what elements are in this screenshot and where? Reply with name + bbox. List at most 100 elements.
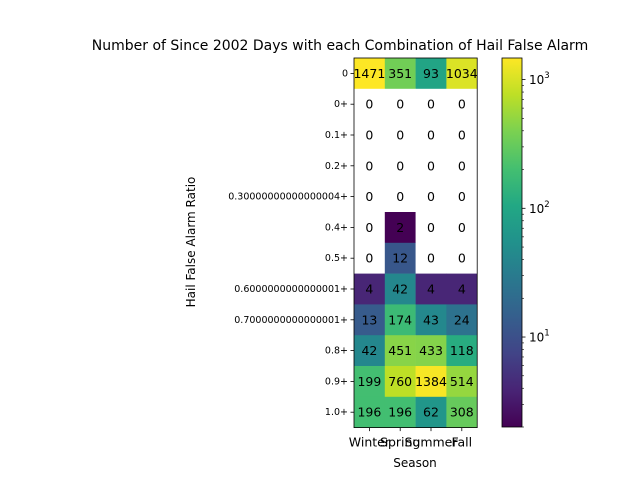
cell-value-label: 0 bbox=[396, 189, 404, 204]
y-axis-ticks: 0 0+ 0.1+ 0.2+ 0.30000000000000004+ 0.4+ 0.5+ 0… bbox=[228, 68, 354, 418]
cell-value-label: 0 bbox=[427, 128, 435, 143]
cell-value-label: 4 bbox=[427, 282, 435, 297]
heatmap-cell bbox=[354, 88, 386, 120]
heatmap-cell bbox=[415, 88, 447, 120]
colorbar-tick-label: 101 bbox=[529, 329, 550, 345]
cell-value-label: 43 bbox=[423, 312, 439, 327]
cell-value-label: 0 bbox=[458, 128, 466, 143]
heatmap-cell bbox=[415, 366, 447, 398]
heatmap-cell bbox=[446, 335, 478, 367]
cell-value-label: 2 bbox=[396, 220, 404, 235]
heatmap-cell bbox=[446, 273, 478, 305]
cell-value-label: 0 bbox=[427, 158, 435, 173]
cell-value-label: 0 bbox=[458, 189, 466, 204]
heatmap-cell bbox=[354, 273, 386, 305]
y-tick-label: 0+ bbox=[334, 99, 348, 110]
heatmap-cell-labels: 1471 351 93 1034 0 0 0 0 0 0 0 0 0 0 0 0 0 0 0 0 0 2 0 0 0 12 0 0 4 4… bbox=[353, 66, 477, 420]
heatmap-cell bbox=[384, 119, 416, 151]
colorbar-tick-label: 102 bbox=[529, 200, 550, 216]
heatmap-cell bbox=[354, 119, 386, 151]
heatmap-cell bbox=[384, 58, 416, 90]
y-tick-label: 0.9+ bbox=[325, 376, 348, 387]
heatmap-cell bbox=[446, 58, 478, 90]
cell-value-label: 174 bbox=[388, 312, 412, 327]
plot-frame bbox=[353, 57, 478, 429]
heatmap-cell bbox=[446, 119, 478, 151]
heatmap-cell bbox=[384, 335, 416, 367]
heatmap-cell bbox=[354, 335, 386, 367]
cell-value-label: 0 bbox=[458, 251, 466, 266]
cell-value-label: 433 bbox=[419, 343, 443, 358]
heatmap-cell bbox=[384, 396, 416, 428]
cell-value-label: 12 bbox=[392, 251, 408, 266]
heatmap-cells bbox=[354, 58, 478, 428]
cell-value-label: 514 bbox=[450, 374, 474, 389]
y-tick-label: 0.5+ bbox=[325, 253, 348, 264]
heatmap-cell bbox=[446, 150, 478, 182]
cell-value-label: 118 bbox=[450, 343, 474, 358]
y-tick-label: 0.8+ bbox=[325, 346, 348, 357]
cell-value-label: 760 bbox=[388, 374, 412, 389]
y-tick-label: 0.2+ bbox=[325, 161, 348, 172]
cell-value-label: 0 bbox=[365, 97, 373, 112]
heatmap-cell bbox=[415, 242, 447, 274]
heatmap-cell bbox=[384, 366, 416, 398]
heatmap-cell bbox=[354, 212, 386, 244]
colorbar-tick-label: 103 bbox=[529, 71, 550, 87]
y-tick-label: 1.0+ bbox=[325, 407, 348, 418]
heatmap-cell bbox=[384, 242, 416, 274]
heatmap-cell bbox=[446, 304, 478, 336]
cell-value-label: 0 bbox=[458, 220, 466, 235]
cell-value-label: 0 bbox=[458, 158, 466, 173]
heatmap-cell bbox=[446, 366, 478, 398]
heatmap-cell bbox=[354, 304, 386, 336]
heatmap-cell bbox=[354, 150, 386, 182]
heatmap-cell bbox=[446, 242, 478, 274]
cell-value-label: 24 bbox=[454, 312, 470, 327]
heatmap-cell bbox=[354, 58, 386, 90]
cell-value-label: 0 bbox=[365, 158, 373, 173]
cell-value-label: 0 bbox=[396, 158, 404, 173]
heatmap-cell bbox=[446, 88, 478, 120]
heatmap-cell bbox=[446, 212, 478, 244]
y-tick-label: 0.7000000000000001+ bbox=[234, 315, 348, 326]
cell-value-label: 42 bbox=[361, 343, 377, 358]
heatmap-cell bbox=[415, 396, 447, 428]
cell-value-label: 13 bbox=[361, 312, 377, 327]
cell-value-label: 0 bbox=[365, 220, 373, 235]
cell-value-label: 196 bbox=[388, 405, 412, 420]
cell-value-label: 0 bbox=[427, 220, 435, 235]
colorbar-gradient bbox=[501, 57, 523, 428]
heatmap-cell bbox=[354, 366, 386, 398]
cell-value-label: 199 bbox=[357, 374, 381, 389]
cell-value-label: 0 bbox=[427, 251, 435, 266]
heatmap-cell bbox=[446, 396, 478, 428]
y-tick-label: 0.6000000000000001+ bbox=[234, 284, 348, 295]
heatmap-cell bbox=[384, 88, 416, 120]
cell-value-label: 0 bbox=[365, 251, 373, 266]
heatmap-cell bbox=[415, 335, 447, 367]
cell-value-label: 351 bbox=[388, 66, 412, 81]
cell-value-label: 42 bbox=[392, 282, 408, 297]
cell-value-label: 1034 bbox=[446, 66, 478, 81]
cell-value-label: 308 bbox=[450, 405, 474, 420]
cell-value-label: 0 bbox=[365, 189, 373, 204]
cell-value-label: 0 bbox=[427, 189, 435, 204]
heatmap-cell bbox=[415, 150, 447, 182]
cell-value-label: 1384 bbox=[415, 374, 447, 389]
cell-value-label: 196 bbox=[357, 405, 381, 420]
heatmap-cell bbox=[446, 181, 478, 213]
heatmap-cell bbox=[384, 304, 416, 336]
cell-value-label: 4 bbox=[365, 282, 373, 297]
y-tick-label: 0.1+ bbox=[325, 130, 348, 141]
heatmap-cell bbox=[415, 119, 447, 151]
heatmap-cell bbox=[415, 58, 447, 90]
x-axis-label: Season bbox=[393, 456, 437, 470]
cell-value-label: 0 bbox=[365, 128, 373, 143]
heatmap-cell bbox=[415, 273, 447, 305]
cell-value-label: 0 bbox=[458, 97, 466, 112]
heatmap-cell bbox=[384, 273, 416, 305]
cell-value-label: 62 bbox=[423, 405, 439, 420]
heatmap-cell bbox=[384, 212, 416, 244]
